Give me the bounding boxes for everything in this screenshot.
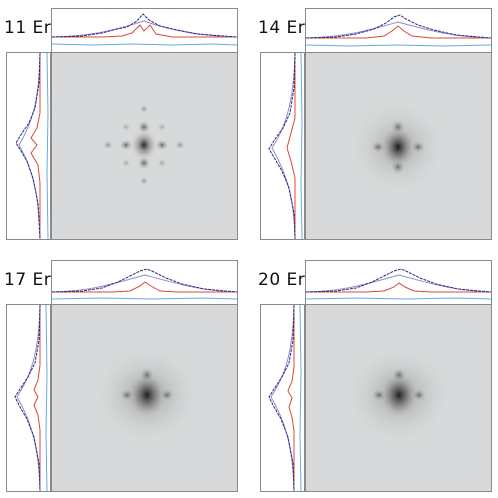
central-peak	[127, 371, 167, 419]
fit-curve	[306, 274, 491, 293]
vertical-profile-plot	[260, 304, 305, 492]
fit-curve	[270, 305, 295, 491]
residual-curve	[306, 297, 491, 300]
diffraction-peak	[119, 139, 133, 151]
panel-11-er: 11 Er	[4, 4, 240, 240]
central-peak	[380, 125, 416, 169]
diffraction-peak	[121, 158, 131, 168]
diffraction-peak	[139, 367, 155, 383]
residual-curve	[306, 44, 491, 47]
diffraction-peak	[119, 388, 135, 402]
diffraction-peak	[139, 176, 149, 186]
residual-curve	[52, 297, 237, 300]
residual-curve	[46, 53, 49, 239]
data-curve	[52, 13, 237, 38]
vertical-profile-plot	[6, 304, 51, 492]
central-peak	[379, 371, 419, 419]
red-curve	[52, 24, 237, 38]
diffraction-peak	[410, 140, 426, 154]
residual-curve	[299, 305, 302, 491]
data-curve	[268, 53, 296, 239]
diffraction-peak	[137, 156, 151, 170]
diffraction-peak	[391, 367, 407, 383]
vertical-profile-plot	[6, 52, 51, 240]
diffraction-peak	[157, 158, 167, 168]
central-peak	[130, 129, 158, 161]
red-curve	[30, 53, 41, 239]
horizontal-profile-plot	[305, 8, 492, 53]
absorption-image	[51, 52, 238, 240]
panel-label: 20 Er	[258, 270, 306, 290]
residual-curve	[52, 43, 237, 46]
absorption-image	[51, 304, 238, 492]
diffraction-peak	[159, 388, 175, 402]
data-curve	[15, 53, 41, 239]
red-curve	[52, 281, 237, 293]
diffraction-peak	[155, 139, 169, 151]
horizontal-profile-plot	[51, 260, 238, 305]
diffraction-peak	[174, 140, 186, 150]
diffraction-peak	[137, 120, 151, 134]
data-curve	[306, 268, 491, 293]
red-curve	[287, 305, 295, 491]
diffraction-peak	[390, 159, 406, 175]
residual-curve	[300, 53, 303, 239]
diffraction-peak	[157, 122, 167, 132]
residual-curve	[45, 305, 48, 491]
data-curve	[14, 305, 41, 491]
red-curve	[306, 25, 491, 39]
fit-curve	[52, 20, 237, 38]
red-curve	[286, 53, 296, 239]
diffraction-peak	[370, 140, 386, 154]
fit-curve	[16, 305, 41, 491]
red-curve	[33, 305, 41, 491]
diffraction-peak	[371, 388, 387, 402]
data-curve	[268, 305, 295, 491]
diffraction-peak	[390, 119, 406, 135]
data-curve	[52, 268, 237, 293]
panel-label: 14 Er	[258, 18, 306, 38]
panel-17-er: 17 Er	[4, 256, 240, 492]
vertical-profile-plot	[260, 52, 305, 240]
panel-label: 17 Er	[4, 270, 52, 290]
absorption-image	[305, 52, 492, 240]
fit-curve	[271, 53, 296, 239]
horizontal-profile-plot	[51, 8, 238, 53]
panel-20-er: 20 Er	[258, 256, 494, 492]
panel-14-er: 14 Er	[258, 4, 494, 240]
diffraction-peak	[411, 388, 427, 402]
red-curve	[306, 282, 491, 293]
panel-label: 11 Er	[4, 18, 52, 38]
diffraction-peak	[121, 122, 131, 132]
data-curve	[306, 14, 491, 39]
horizontal-profile-plot	[305, 260, 492, 305]
absorption-image	[305, 304, 492, 492]
diffraction-peak	[102, 140, 114, 150]
diffraction-peak	[139, 104, 149, 114]
fit-curve	[52, 274, 237, 293]
